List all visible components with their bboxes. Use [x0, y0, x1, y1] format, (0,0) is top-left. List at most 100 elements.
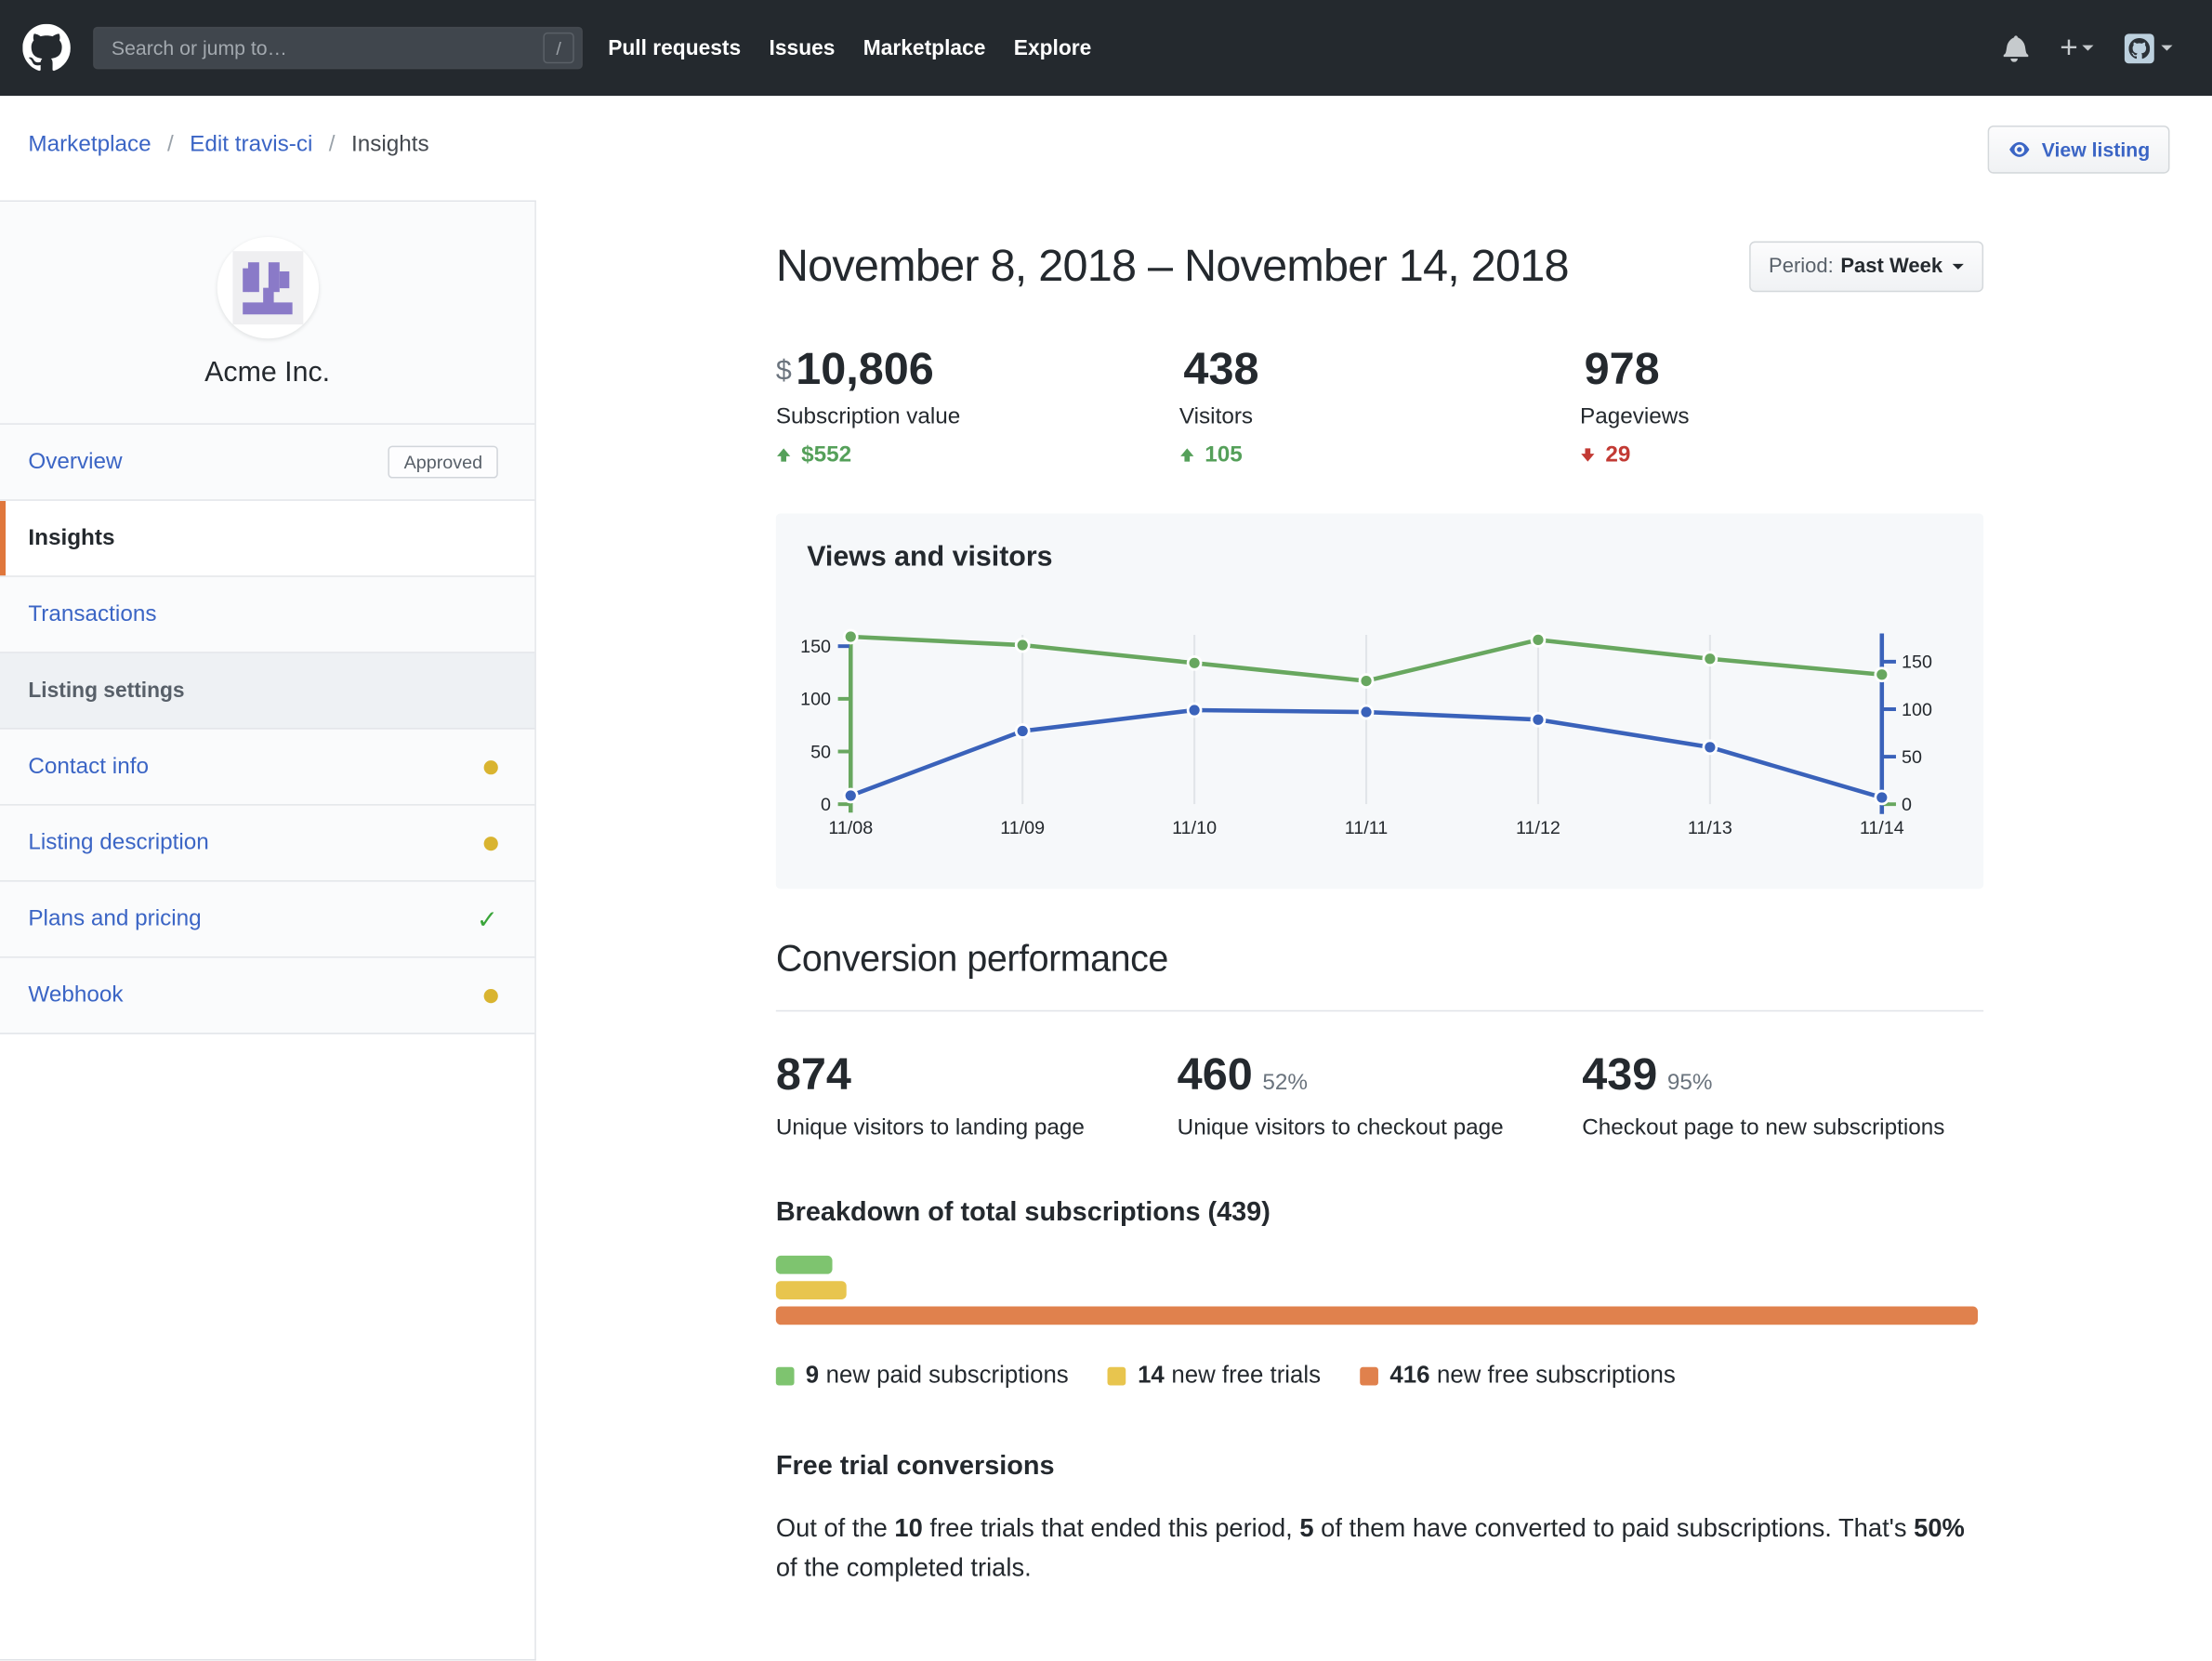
chevron-down-icon — [2161, 45, 2173, 57]
legend-value: 9 — [805, 1361, 820, 1389]
sidebar-item-label: Webhook — [28, 982, 124, 1007]
svg-text:150: 150 — [1902, 652, 1932, 672]
conv-label: Checkout page to new subscriptions — [1582, 1115, 1945, 1140]
legend-label: new free trials — [1171, 1361, 1322, 1389]
sidebar-item-plans-and-pricing[interactable]: Plans and pricing ✓ — [0, 881, 535, 958]
svg-text:11/10: 11/10 — [1172, 818, 1217, 838]
period-value: Past Week — [1840, 255, 1943, 279]
search-input[interactable] — [108, 34, 544, 61]
user-menu[interactable] — [2124, 33, 2173, 63]
sidebar-item-label: Overview — [28, 449, 123, 474]
sidebar-item-label: Transactions — [28, 601, 157, 626]
conv-percent: 52% — [1262, 1071, 1308, 1096]
legend-item-paid: 9 new paid subscriptions — [775, 1361, 1069, 1390]
sidebar-item-label: Plans and pricing — [28, 906, 202, 931]
conversion-stats: 874 Unique visitors to landing page 460 5… — [776, 1048, 1983, 1141]
nav-explore[interactable]: Explore — [1013, 35, 1092, 60]
bar-new-paid-subscriptions — [775, 1256, 833, 1274]
legend-value: 416 — [1389, 1361, 1430, 1389]
svg-text:100: 100 — [1902, 699, 1932, 719]
period-label: Period: — [1769, 255, 1834, 279]
stat-delta: $552 — [776, 442, 1179, 468]
svg-text:11/08: 11/08 — [828, 818, 873, 838]
sidebar-item-label: Contact info — [28, 754, 149, 779]
conv-value: 874 — [775, 1048, 851, 1100]
breadcrumb-bar: Marketplace / Edit travis-ci / Insights … — [0, 96, 2212, 201]
sidebar-item-listing-description[interactable]: Listing description — [0, 805, 535, 882]
chevron-down-icon — [2082, 45, 2094, 57]
legend-swatch-orange-icon — [1360, 1366, 1379, 1386]
stat-label: Pageviews — [1580, 404, 1690, 429]
svg-text:50: 50 — [810, 742, 831, 762]
views-visitors-chart-panel: Views and visitors 0 0 50 50 100 100 150 150 11/… — [775, 513, 1984, 889]
bar-new-free-subscriptions — [775, 1306, 1979, 1325]
pending-dot-icon — [483, 759, 498, 774]
arrow-up-icon — [1179, 445, 1195, 467]
eye-icon — [2009, 141, 2030, 157]
svg-text:11/09: 11/09 — [1000, 818, 1045, 838]
stat-delta: 105 — [1179, 442, 1580, 468]
date-range-title: November 8, 2018 – November 14, 2018 — [775, 240, 1570, 291]
notifications-bell-icon[interactable] — [2003, 33, 2029, 62]
stat-label: Visitors — [1178, 404, 1254, 429]
sidebar-nav: Overview Approved Insights Transactions … — [0, 424, 535, 1035]
conversion-performance-title: Conversion performance — [775, 936, 1169, 980]
breadcrumb-edit-listing[interactable]: Edit travis-ci — [190, 132, 313, 157]
main-content: November 8, 2018 – November 14, 2018 Per… — [775, 201, 1984, 1615]
stat-visitors: 438 Visitors 105 — [1179, 343, 1580, 468]
sidebar-item-transactions[interactable]: Transactions — [0, 576, 535, 653]
arrow-up-icon — [776, 445, 792, 467]
sidebar-item-contact-info[interactable]: Contact info — [0, 729, 535, 806]
breadcrumb-marketplace[interactable]: Marketplace — [28, 132, 151, 157]
summary-stats: $10,806 Subscription value $552 438 Visi… — [776, 343, 1983, 468]
org-profile: Acme Inc. — [0, 202, 535, 425]
arrow-down-icon — [1580, 445, 1596, 467]
svg-text:0: 0 — [1902, 795, 1912, 815]
plus-icon: + — [2060, 29, 2078, 65]
sidebar-item-webhook[interactable]: Webhook — [0, 957, 535, 1035]
pending-dot-icon — [483, 836, 498, 850]
top-nav: Pull requests Issues Marketplace Explore — [608, 36, 1091, 60]
sidebar-item-overview[interactable]: Overview Approved — [0, 424, 535, 501]
conv-label: Unique visitors to landing page — [775, 1115, 1085, 1140]
sidebar-item-insights[interactable]: Insights — [0, 500, 535, 577]
conv-stat-checkout: 460 52% Unique visitors to checkout page — [1178, 1048, 1583, 1141]
chevron-down-icon — [1952, 263, 1964, 275]
legend-label: new paid subscriptions — [825, 1361, 1069, 1389]
global-header: / Pull requests Issues Marketplace Explo… — [0, 0, 2212, 97]
period-select[interactable]: Period: Past Week — [1748, 241, 1984, 293]
conv-label: Unique visitors to checkout page — [1177, 1115, 1504, 1140]
nav-issues[interactable]: Issues — [769, 35, 836, 60]
chart-title: Views and visitors — [807, 541, 1053, 573]
github-logo-icon[interactable] — [22, 23, 71, 73]
approved-badge: Approved — [388, 445, 498, 479]
nav-pull-requests[interactable]: Pull requests — [608, 35, 742, 60]
section-divider — [775, 1010, 1984, 1012]
create-new-menu[interactable]: + — [2060, 29, 2094, 65]
currency-prefix: $ — [775, 355, 792, 387]
svg-text:11/13: 11/13 — [1688, 818, 1732, 838]
view-listing-label: View listing — [2041, 138, 2151, 162]
sidebar: Acme Inc. Overview Approved Insights Tra… — [0, 200, 536, 1661]
sidebar-item-label: Listing description — [28, 830, 209, 855]
nav-marketplace[interactable]: Marketplace — [862, 35, 986, 60]
conv-value: 460 52% — [1177, 1048, 1308, 1100]
svg-text:150: 150 — [800, 637, 831, 657]
global-search[interactable]: / — [93, 26, 583, 70]
org-logo — [231, 250, 303, 324]
org-name: Acme Inc. — [204, 356, 331, 388]
stat-pageviews: 978 Pageviews 29 — [1580, 343, 1983, 468]
stat-value: 438 — [1183, 342, 1259, 394]
breakdown-title: Breakdown of total subscriptions (439) — [775, 1197, 1271, 1228]
pending-dot-icon — [483, 988, 498, 1003]
breadcrumb-separator: / — [167, 132, 174, 157]
delta-value: 29 — [1605, 442, 1631, 468]
conv-stat-landing: 874 Unique visitors to landing page — [776, 1048, 1178, 1141]
free-trial-conversions-text: Out of the 10 free trials that ended thi… — [775, 1513, 1965, 1582]
view-listing-button[interactable]: View listing — [1988, 125, 2170, 174]
stat-delta: 29 — [1580, 442, 1983, 468]
check-icon: ✓ — [476, 904, 498, 934]
bar-new-free-trials — [775, 1281, 847, 1300]
org-logo-icon — [242, 261, 292, 314]
